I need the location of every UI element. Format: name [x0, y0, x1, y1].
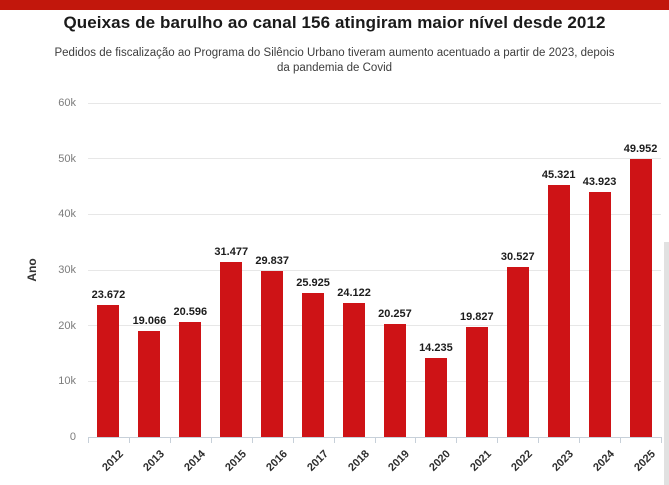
x-tick: [128, 437, 130, 443]
bar[interactable]: [302, 292, 325, 437]
bar-value-label: 19.066: [132, 314, 167, 327]
y-tick-label: 60k: [58, 97, 76, 109]
bar[interactable]: [97, 305, 120, 437]
bar[interactable]: [629, 158, 652, 437]
bar-value-label: 29.837: [255, 254, 289, 267]
bar[interactable]: [343, 302, 366, 437]
x-tick: [456, 437, 458, 443]
x-tick-label: 2013: [141, 448, 167, 474]
bar[interactable]: [383, 324, 406, 437]
x-tick-label: 2025: [632, 448, 659, 474]
x-tick: [415, 437, 417, 443]
x-tick: [210, 437, 212, 443]
bar[interactable]: [588, 192, 611, 437]
x-tick: [333, 437, 335, 443]
chart-subtitle: Pedidos de fiscalização ao Programa do S…: [54, 47, 615, 74]
bar-value-label: 14.235: [419, 341, 453, 354]
y-tick-label: 20k: [58, 319, 76, 332]
bar[interactable]: [465, 326, 488, 437]
y-tick-label: 30k: [58, 264, 76, 276]
x-tick: [620, 437, 622, 443]
x-tick: [169, 437, 171, 443]
bar[interactable]: [506, 267, 529, 437]
x-tick-label: 2016: [263, 448, 290, 474]
x-tick: [538, 437, 540, 443]
x-tick-label: 2014: [182, 448, 208, 474]
x-tick-label: 2020: [427, 448, 454, 474]
bar-value-label: 25.925: [296, 276, 330, 289]
bar-value-label: 20.596: [173, 306, 208, 319]
x-tick: [251, 437, 253, 443]
top-banner: [0, 0, 669, 10]
y-tick-label: 40k: [58, 208, 76, 221]
x-tick-label: 2017: [304, 448, 331, 474]
gridline: [88, 158, 661, 160]
x-tick-label: 2012: [100, 448, 126, 474]
bar-value-label: 23.672: [91, 289, 126, 302]
x-tick: [374, 437, 376, 443]
bar[interactable]: [547, 184, 570, 437]
x-tick-label: 2021: [468, 448, 495, 474]
x-tick-label: 2024: [591, 448, 618, 474]
x-tick-label: 2023: [550, 448, 577, 474]
bar-value-label: 45.321: [541, 168, 576, 181]
gridline: [88, 269, 661, 271]
gridline: [88, 325, 661, 327]
gridline: [88, 213, 661, 215]
x-tick: [88, 437, 89, 443]
bar-value-label: 49.952: [623, 142, 658, 155]
bar-value-label: 31.477: [214, 245, 249, 258]
x-tick: [497, 437, 499, 443]
x-tick: [292, 437, 294, 443]
bar-value-label: 43.923: [582, 176, 617, 189]
gridline: [88, 380, 661, 382]
bar[interactable]: [138, 330, 161, 437]
y-tick-label: 50k: [58, 152, 76, 165]
x-tick-label: 2015: [222, 448, 249, 474]
chart-title: Queixas de barulho ao canal 156 atingira…: [63, 13, 606, 32]
bar[interactable]: [424, 357, 447, 437]
scrollbar-thumb[interactable]: [664, 242, 669, 485]
bar-value-label: 30.527: [500, 251, 535, 264]
x-tick: [579, 437, 581, 443]
bar[interactable]: [220, 261, 243, 437]
x-tick-label: 2022: [509, 448, 536, 474]
bar-value-label: 24.122: [337, 286, 371, 299]
x-tick: [661, 437, 662, 443]
x-tick-label: 2019: [386, 448, 413, 474]
bar-value-label: 19.827: [459, 310, 494, 323]
y-tick-label: 0: [69, 431, 76, 443]
x-tick-label: 2018: [345, 448, 372, 474]
bar-value-label: 20.257: [378, 308, 412, 321]
gridline: [88, 102, 661, 104]
bar[interactable]: [179, 322, 202, 437]
bar[interactable]: [261, 270, 284, 437]
y-tick-label: 10k: [58, 375, 76, 388]
